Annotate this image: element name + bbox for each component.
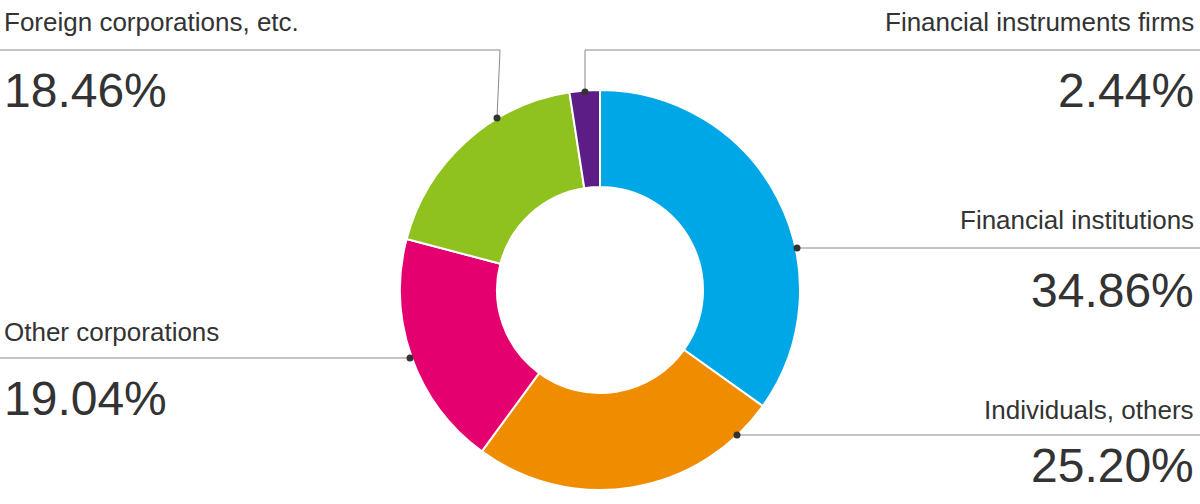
svg-text:25.20%: 25.20%	[1031, 439, 1194, 492]
svg-text:2.44%: 2.44%	[1058, 64, 1194, 117]
svg-text:19.04%: 19.04%	[4, 372, 167, 425]
svg-text:Foreign corporations, etc.: Foreign corporations, etc.	[4, 7, 299, 37]
svg-text:18.46%: 18.46%	[4, 64, 167, 117]
svg-text:Other corporations: Other corporations	[4, 317, 219, 347]
svg-text:34.86%: 34.86%	[1031, 264, 1194, 317]
svg-text:Financial instruments firms: Financial instruments firms	[885, 7, 1194, 37]
svg-text:Individuals, others: Individuals, others	[984, 395, 1194, 425]
svg-text:Financial institutions: Financial institutions	[960, 205, 1194, 235]
